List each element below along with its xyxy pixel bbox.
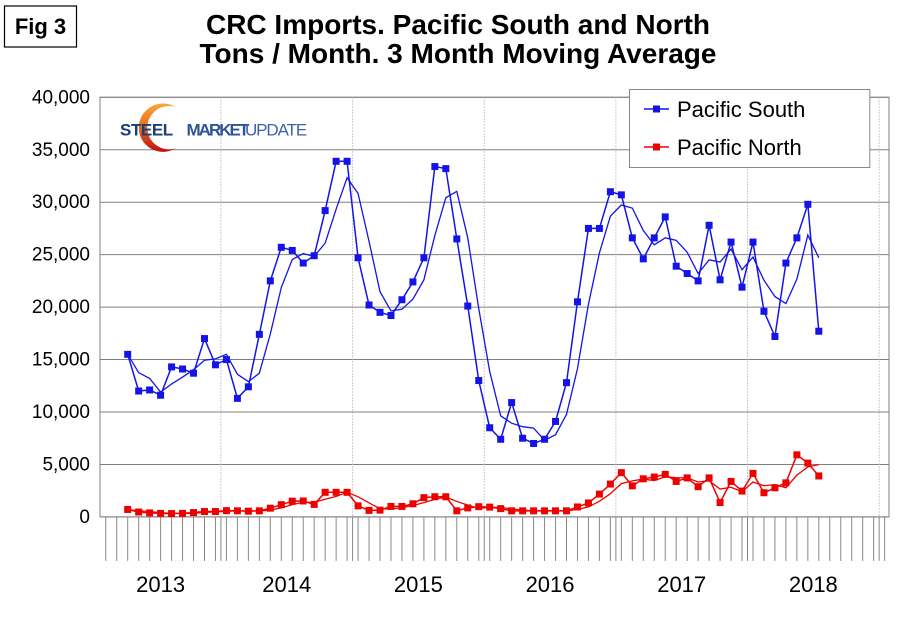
svg-text:Tons / Month. 3 Month Moving A: Tons / Month. 3 Month Moving Average: [200, 38, 717, 69]
svg-text:Pacific South: Pacific South: [677, 97, 805, 122]
svg-text:20,000: 20,000: [32, 297, 90, 318]
svg-text:Fig 3: Fig 3: [15, 14, 66, 39]
svg-text:30,000: 30,000: [32, 192, 90, 213]
svg-text:40,000: 40,000: [32, 87, 90, 108]
svg-text:10,000: 10,000: [32, 402, 90, 423]
svg-text:2014: 2014: [262, 572, 311, 597]
svg-text:STEEL: STEEL: [120, 121, 173, 140]
svg-text:5,000: 5,000: [42, 454, 90, 475]
svg-text:CRC Imports. Pacific South and: CRC Imports. Pacific South and North: [206, 9, 710, 40]
svg-text:UPDATE: UPDATE: [245, 121, 307, 140]
svg-text:2016: 2016: [526, 572, 575, 597]
svg-text:0: 0: [79, 507, 90, 528]
svg-text:2013: 2013: [136, 572, 185, 597]
svg-text:2015: 2015: [394, 572, 443, 597]
svg-text:25,000: 25,000: [32, 245, 90, 266]
svg-text:15,000: 15,000: [32, 350, 90, 371]
svg-text:2018: 2018: [789, 572, 838, 597]
svg-text:2017: 2017: [657, 572, 706, 597]
svg-text:35,000: 35,000: [32, 140, 90, 161]
svg-text:Pacific North: Pacific North: [677, 135, 802, 160]
svg-text:MARKET: MARKET: [187, 121, 250, 140]
